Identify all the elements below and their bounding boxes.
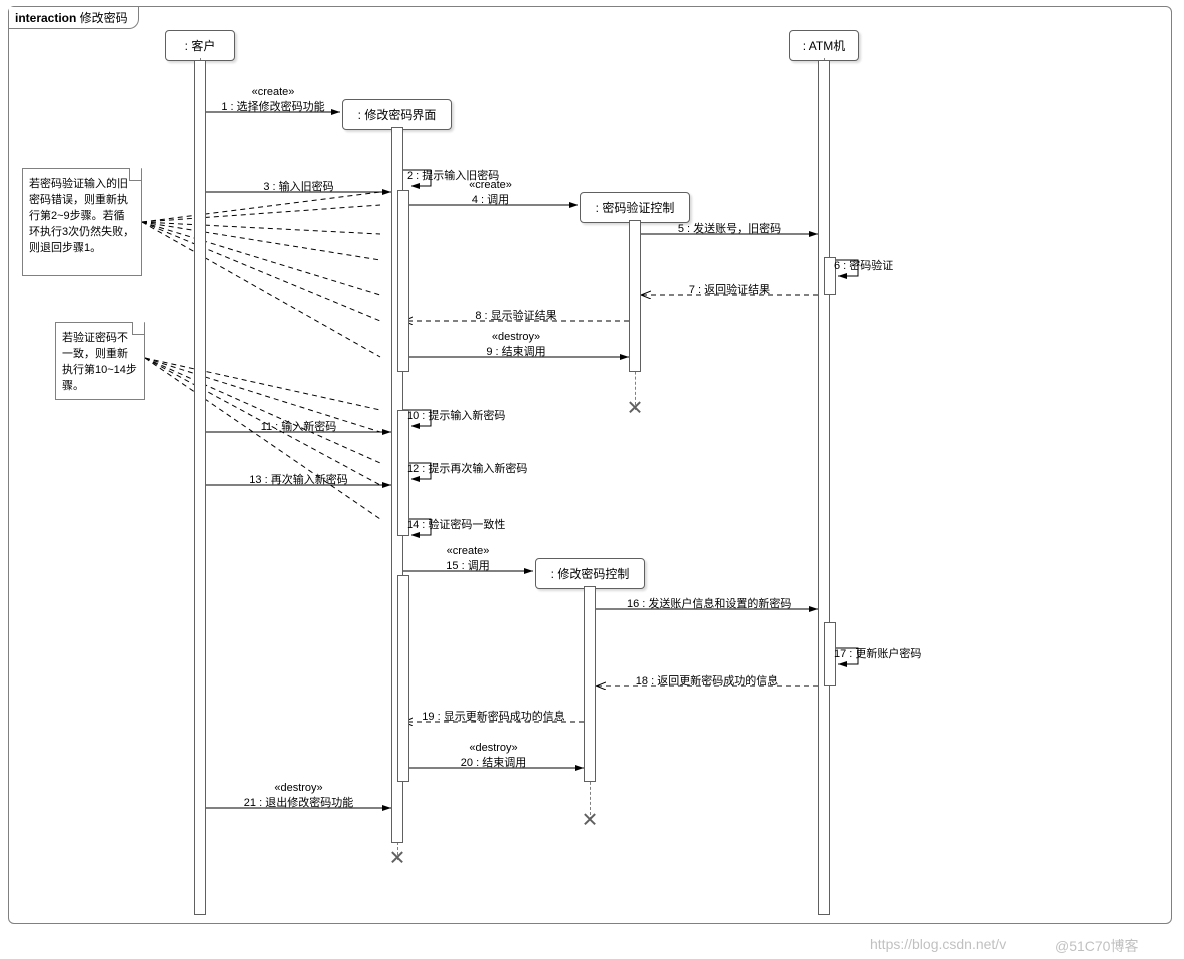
msg-11: 11 : 输入新密码 [219, 418, 379, 434]
msg-stereo-15: «create» [438, 545, 498, 557]
msg-15: 15 : 调用 [388, 557, 548, 573]
note-1: 若验证密码不一致，则重新执行第10~14步骤。 [55, 322, 145, 400]
msg-16: 16 : 发送账户信息和设置的新密码 [627, 595, 787, 611]
msg-20: 20 : 结束调用 [414, 754, 574, 770]
msg-19: 19 : 显示更新密码成功的信息 [414, 708, 574, 724]
lifeline-head-ui: : 修改密码界面 [342, 99, 452, 130]
frame-label: interaction 修改密码 [9, 7, 139, 29]
msg-7: 7 : 返回验证结果 [650, 281, 810, 297]
msg-stereo-21: «destroy» [269, 782, 329, 794]
msg-10: 10 : 提示输入新密码 [407, 407, 505, 423]
activation-customer-0 [194, 60, 206, 915]
activation-verify-6 [629, 220, 641, 372]
msg-9: 9 : 结束调用 [436, 343, 596, 359]
msg-stereo-9: «destroy» [486, 331, 546, 343]
msg-1: 1 : 选择修改密码功能 [193, 98, 353, 114]
lifeline-head-customer: : 客户 [165, 30, 235, 61]
destroy-verify: ✕ [627, 396, 644, 421]
msg-6: 6 : 密码验证 [834, 257, 893, 273]
msg-5: 5 : 发送账号，旧密码 [650, 220, 810, 236]
msg-18: 18 : 返回更新密码成功的信息 [627, 672, 787, 688]
destroy-modify: ✕ [582, 808, 599, 833]
msg-stereo-4: «create» [461, 179, 521, 191]
destroy-ui: ✕ [389, 846, 406, 871]
lifeline-head-verify: : 密码验证控制 [580, 192, 690, 223]
msg-8: 8 : 显示验证结果 [436, 307, 596, 323]
activation-ui-3 [397, 190, 409, 372]
watermark-0: https://blog.csdn.net/v [870, 936, 1006, 952]
lifeline-head-modify: : 修改密码控制 [535, 558, 645, 589]
watermark-1: @51C70博客 [1055, 936, 1138, 956]
msg-stereo-1: «create» [243, 86, 303, 98]
activation-modify-7 [584, 586, 596, 782]
lifeline-head-atm: : ATM机 [789, 30, 859, 61]
note-0: 若密码验证输入的旧密码错误，则重新执行第2~9步骤。若循环执行3次仍然失败，则退… [22, 168, 142, 276]
sequence-diagram-canvas: interaction 修改密码 : 客户 : 修改密码界面 : 密码验证控制 : 修… [0, 0, 1184, 959]
msg-14: 14 : 验证密码一致性 [407, 516, 505, 532]
activation-atm-1 [818, 60, 830, 915]
msg-4: 4 : 调用 [411, 191, 571, 207]
msg-12: 12 : 提示再次输入新密码 [407, 460, 527, 476]
msg-stereo-20: «destroy» [464, 742, 524, 754]
msg-13: 13 : 再次输入新密码 [219, 471, 379, 487]
msg-3: 3 : 输入旧密码 [219, 178, 379, 194]
msg-17: 17 : 更新账户密码 [834, 645, 921, 661]
activation-ui-5 [397, 575, 409, 782]
msg-21: 21 : 退出修改密码功能 [219, 794, 379, 810]
